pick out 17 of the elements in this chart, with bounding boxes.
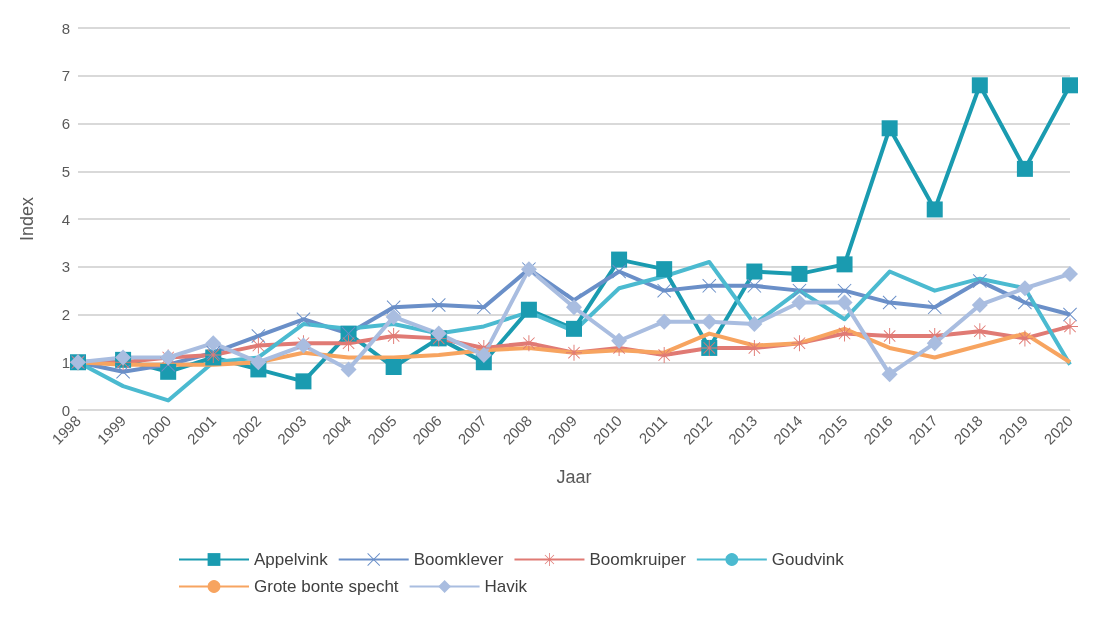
y-tick-label: 5 [61,162,70,180]
y-tick-label: 1 [61,353,70,371]
y-tick-label: 3 [61,258,70,276]
legend-label: Boomkruiper [589,550,687,569]
y-tick-label: 4 [61,210,70,228]
legend-label: Havik [484,577,528,596]
y-tick-label: 6 [61,115,70,132]
x-axis-title: Jaar [556,467,592,487]
legend-label: Boomklever [413,550,504,569]
y-tick-label: 7 [61,67,70,85]
y-tick-label: 2 [61,306,70,323]
legend-label: Grote bonte specht [254,577,399,596]
y-axis-title: Index [17,196,37,242]
legend-label: Appelvink [254,550,329,569]
legend-label: Goudvink [771,550,845,569]
y-tick-label: 8 [61,19,70,37]
y-tick-label: 0 [61,401,70,419]
